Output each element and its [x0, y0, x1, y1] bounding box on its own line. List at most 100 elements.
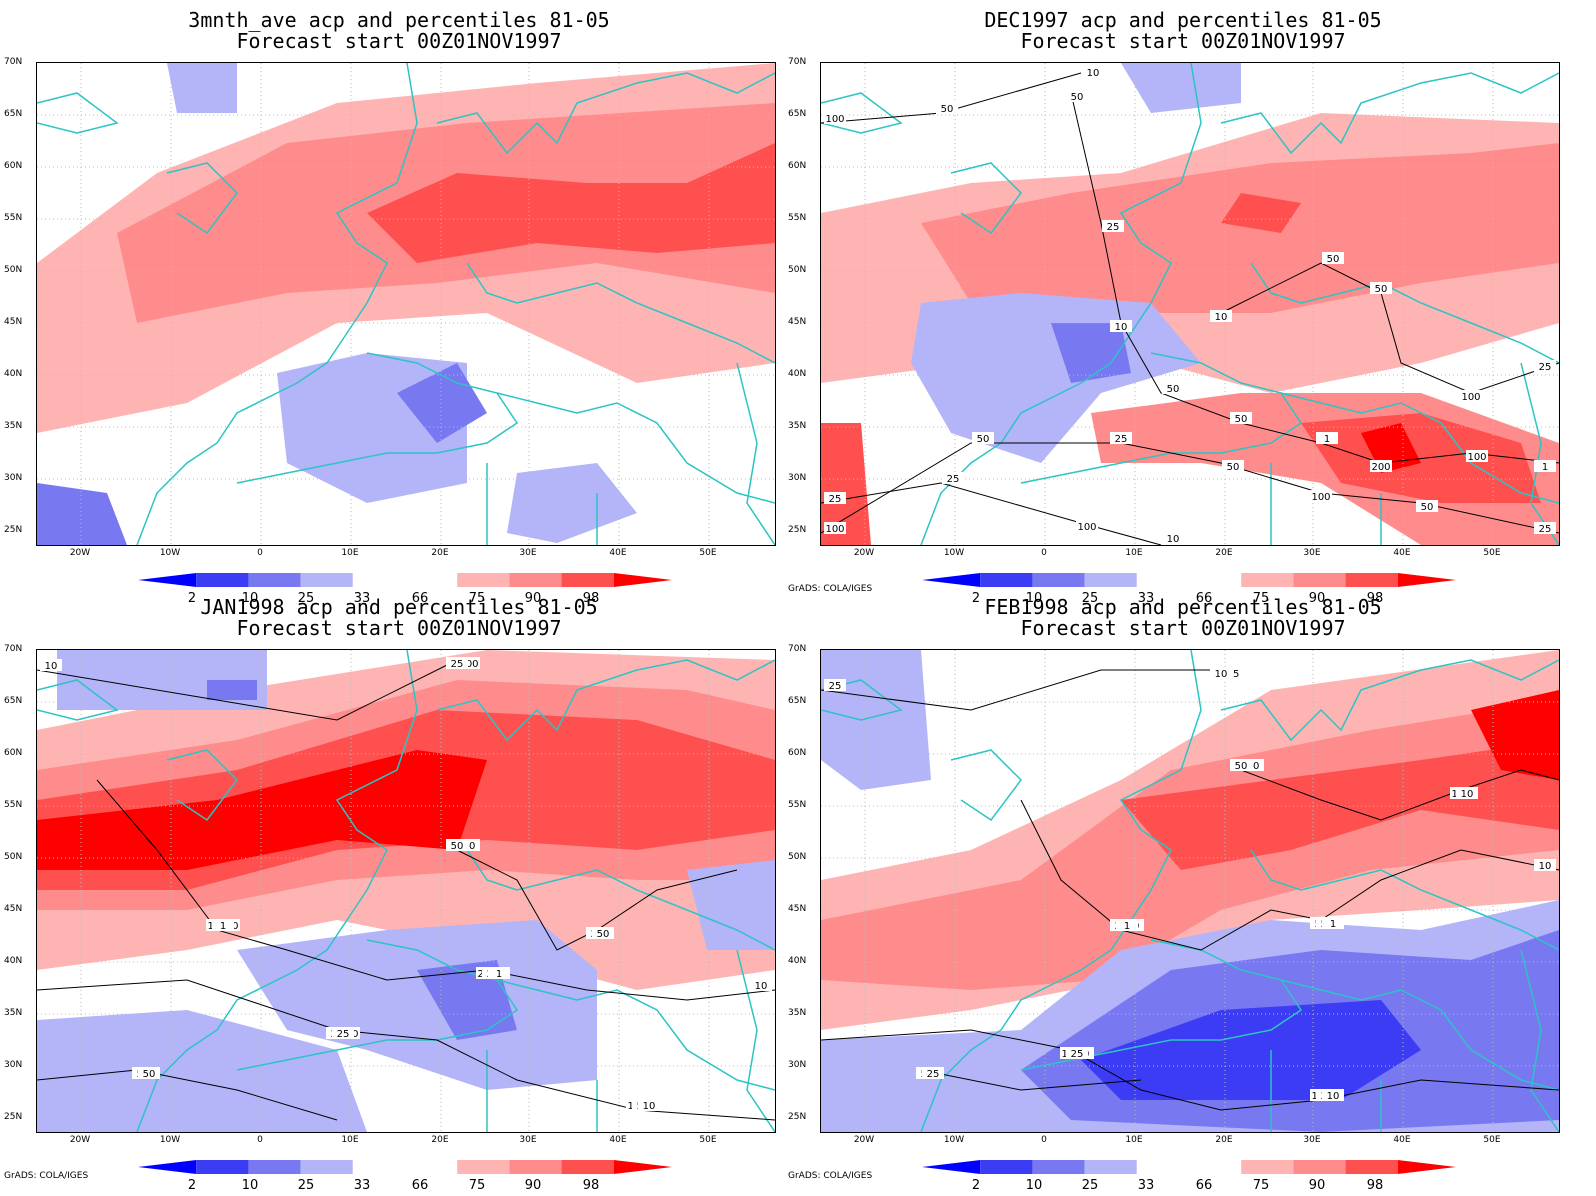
svg-text:10: 10	[643, 1101, 656, 1112]
svg-text:100: 100	[825, 114, 844, 125]
colorbar-bin	[509, 573, 562, 587]
contour-label: 25	[332, 1027, 354, 1040]
colorbar-label: 25	[297, 591, 315, 606]
coastline	[466, 849, 775, 951]
colorbar-label: 66	[411, 1178, 429, 1193]
lat-tick-label: 65N	[788, 696, 807, 706]
svg-text:25: 25	[1107, 222, 1120, 233]
contour-label: 25	[1110, 432, 1132, 445]
colorbar-label: 66	[411, 591, 429, 606]
lon-tick-label: 10W	[159, 1135, 181, 1145]
lat-tick-label: 35N	[4, 421, 23, 431]
map-panel: FEB1998 acp and percentiles 81-05 Forecas…	[784, 587, 1582, 1193]
percentile-region	[821, 650, 931, 790]
colorbar-bin	[980, 1160, 1033, 1174]
lat-tick-label: 25N	[4, 1112, 23, 1122]
percentile-region	[507, 463, 637, 543]
title-line-2: Forecast start 00Z01NOV1997	[1020, 29, 1346, 53]
colorbar-bin	[405, 1160, 458, 1174]
contour-label: 50	[1230, 759, 1252, 772]
lat-tick-label: 60N	[788, 161, 807, 171]
contour-label: 1	[1534, 460, 1556, 473]
contour-label: 50	[936, 102, 958, 115]
lat-tick-label: 45N	[788, 317, 807, 327]
colorbar-label: 75	[1252, 591, 1270, 606]
lon-tick-label: 10E	[341, 548, 359, 558]
coastline	[1119, 63, 1202, 304]
coastline	[950, 162, 1022, 235]
lat-tick-label: 50N	[4, 265, 23, 275]
lat-tick-label: 40N	[788, 369, 807, 379]
svg-text:25: 25	[451, 659, 464, 670]
contour-line	[37, 1069, 338, 1121]
colorbar-arrow-right	[613, 573, 672, 587]
contour-label: 10	[1210, 310, 1232, 323]
contour-line	[1240, 769, 1559, 821]
svg-text:10: 10	[1215, 312, 1228, 323]
svg-text:10: 10	[1215, 669, 1228, 680]
contour-label: 1	[1116, 919, 1138, 932]
contour-label: 10	[1322, 1089, 1344, 1102]
lat-tick-label: 50N	[4, 852, 23, 862]
colorbar-label: 66	[1195, 591, 1213, 606]
title-line-1: JAN1998 acp and percentiles 81-05	[200, 595, 598, 619]
map-svg: 100 50 50 200 100 50 25 100 50 100 50 25 50 100 50 100 2…	[821, 63, 1559, 545]
coastline	[821, 92, 903, 134]
svg-text:1: 1	[1330, 919, 1336, 930]
lat-tick-label: 35N	[4, 1008, 23, 1018]
colorbar-label: 10	[241, 1178, 259, 1193]
lat-tick-label: 25N	[4, 525, 23, 535]
lon-tick-label: 20W	[853, 1135, 875, 1145]
grads-credit: GrADS: COLA/IGES	[788, 1171, 873, 1181]
lon-tick-label: 30E	[1303, 1135, 1321, 1145]
lon-tick-label: 40E	[1393, 548, 1411, 558]
svg-text:10: 10	[45, 661, 58, 672]
contour-label: 25	[1102, 220, 1124, 233]
colorbar-label: 75	[468, 1178, 486, 1193]
colorbar-label: 2	[187, 1178, 197, 1193]
lat-tick-label: 65N	[788, 109, 807, 119]
coastline	[1119, 650, 1202, 891]
svg-text:100: 100	[1467, 452, 1486, 463]
contour-label: 25	[922, 1067, 944, 1080]
colorbar-bin	[1084, 1160, 1137, 1174]
lat-tick-label: 55N	[788, 213, 807, 223]
lon-tick-label: 0	[1041, 548, 1047, 558]
panel-title: JAN1998 acp and percentiles 81-05 Forecas…	[0, 597, 798, 639]
title-line-2: Forecast start 00Z01NOV1997	[1020, 616, 1346, 640]
colorbar-bin	[1189, 573, 1242, 587]
svg-text:50: 50	[941, 104, 954, 115]
percentile-region	[1081, 1000, 1421, 1100]
svg-text:100: 100	[1461, 392, 1480, 403]
svg-text:25: 25	[1539, 524, 1552, 535]
lat-tick-label: 35N	[788, 1008, 807, 1018]
contour-label: 50	[1322, 252, 1344, 265]
svg-text:10: 10	[1167, 534, 1180, 545]
map-area: 100 50 50 200 100 50 25 100 50 100 50 25 50 100 50 100 2…	[820, 62, 1560, 546]
colorbar	[922, 573, 1456, 587]
colorbar-bin	[248, 573, 301, 587]
colorbar-label: 90	[524, 1178, 542, 1193]
contour-label: 50	[1066, 90, 1088, 103]
lat-tick-label: 25N	[788, 525, 807, 535]
lat-tick-label: 45N	[4, 317, 23, 327]
svg-text:200: 200	[1371, 462, 1390, 473]
map-panel: DEC1997 acp and percentiles 81-05 Forecas…	[784, 0, 1582, 606]
contour-label: 10	[1110, 320, 1132, 333]
lon-tick-label: 20E	[1215, 1135, 1233, 1145]
colorbar-bin	[1241, 573, 1294, 587]
lon-tick-label: 10W	[943, 1135, 965, 1145]
colorbar-bin	[1084, 573, 1137, 587]
colorbar-bin	[509, 1160, 562, 1174]
colorbar	[138, 1160, 672, 1174]
coastline	[1250, 849, 1559, 951]
lat-tick-label: 55N	[4, 800, 23, 810]
colorbar-arrow-right	[613, 1160, 672, 1174]
map-svg: 5050100200200200100505025100100100255025…	[37, 650, 775, 1132]
svg-text:10: 10	[1539, 861, 1552, 872]
lon-tick-label: 10W	[943, 548, 965, 558]
lat-tick-label: 60N	[788, 748, 807, 758]
contour-label: 25	[824, 492, 846, 505]
title-line-1: DEC1997 acp and percentiles 81-05	[984, 8, 1382, 32]
colorbar-label: 10	[1025, 591, 1043, 606]
